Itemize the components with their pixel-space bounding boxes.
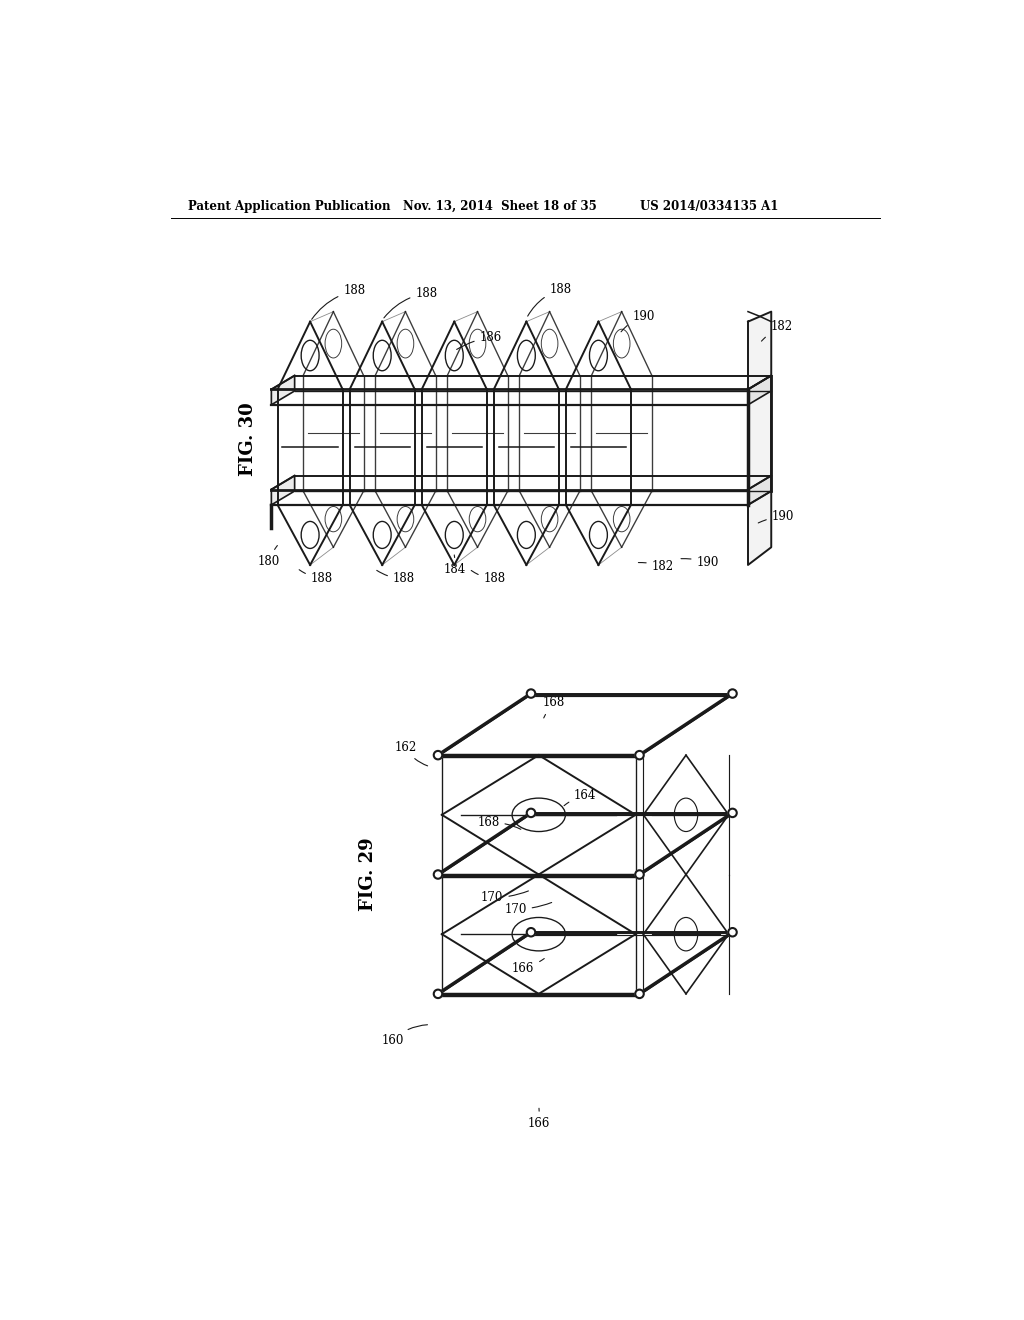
Circle shape	[434, 990, 442, 998]
Text: 190: 190	[681, 556, 719, 569]
Polygon shape	[748, 312, 771, 565]
Text: 170: 170	[504, 903, 552, 916]
Circle shape	[434, 751, 442, 759]
Text: 184: 184	[444, 554, 466, 576]
Text: 168: 168	[543, 696, 565, 718]
Text: 170: 170	[481, 891, 528, 904]
Text: Nov. 13, 2014  Sheet 18 of 35: Nov. 13, 2014 Sheet 18 of 35	[403, 199, 597, 213]
Text: 168: 168	[477, 816, 521, 829]
Text: 188: 188	[471, 570, 506, 585]
Text: 190: 190	[622, 310, 654, 331]
Text: 182: 182	[638, 560, 674, 573]
Circle shape	[728, 928, 736, 936]
Text: FIG. 30: FIG. 30	[240, 403, 257, 477]
Text: 188: 188	[527, 282, 571, 315]
Text: 166: 166	[512, 958, 545, 975]
Circle shape	[526, 928, 536, 936]
Polygon shape	[271, 376, 295, 405]
Text: 166: 166	[527, 1109, 550, 1130]
Text: US 2014/0334135 A1: US 2014/0334135 A1	[640, 199, 778, 213]
Circle shape	[728, 809, 736, 817]
Circle shape	[635, 751, 644, 759]
Circle shape	[526, 689, 536, 698]
Text: FIG. 29: FIG. 29	[359, 838, 377, 911]
Text: 180: 180	[258, 545, 281, 568]
Text: 164: 164	[564, 789, 596, 805]
Circle shape	[635, 990, 644, 998]
Text: 160: 160	[382, 1024, 427, 1047]
Circle shape	[526, 809, 536, 817]
Text: 186: 186	[457, 330, 502, 350]
Text: 162: 162	[394, 741, 428, 766]
Circle shape	[434, 870, 442, 879]
Text: 188: 188	[311, 284, 366, 319]
Circle shape	[728, 689, 736, 698]
Text: 190: 190	[758, 510, 794, 523]
Polygon shape	[271, 475, 295, 506]
Text: Patent Application Publication: Patent Application Publication	[188, 199, 391, 213]
Text: 188: 188	[377, 570, 415, 585]
Text: 188: 188	[384, 286, 437, 318]
Polygon shape	[748, 475, 771, 506]
Text: 182: 182	[762, 319, 793, 341]
Circle shape	[635, 870, 644, 879]
Polygon shape	[748, 376, 771, 405]
Text: 188: 188	[299, 570, 333, 585]
